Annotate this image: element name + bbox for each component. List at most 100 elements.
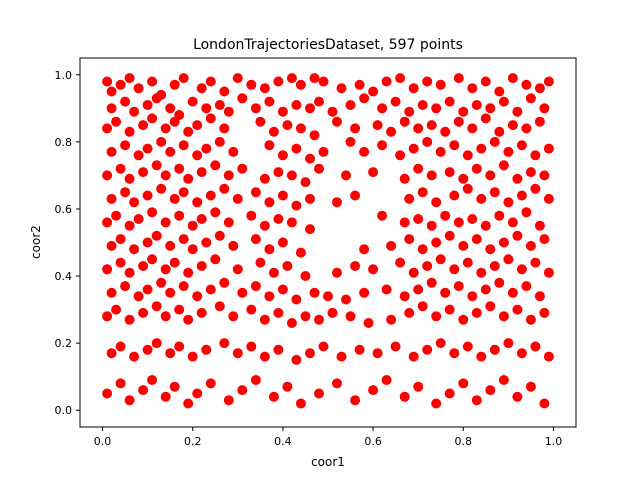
data-point <box>165 240 176 251</box>
data-point <box>543 143 554 154</box>
data-point <box>151 160 162 171</box>
data-point <box>147 113 158 124</box>
data-point <box>160 264 171 275</box>
data-point <box>422 261 433 271</box>
x-axis-label: coor1 <box>311 455 345 469</box>
data-point <box>341 170 351 181</box>
data-point <box>516 140 527 151</box>
data-point <box>408 143 419 154</box>
data-point <box>115 163 126 174</box>
data-point <box>120 96 131 107</box>
x-tick-label: 0.6 <box>364 435 382 448</box>
x-tick-label: 0.8 <box>455 435 473 448</box>
data-point <box>277 284 288 295</box>
data-point <box>381 284 392 295</box>
data-point <box>354 344 365 355</box>
data-point <box>165 146 176 157</box>
data-point <box>106 287 117 298</box>
data-point <box>413 214 424 224</box>
data-point <box>102 311 113 322</box>
data-point <box>232 348 243 359</box>
data-point <box>359 146 370 157</box>
data-point <box>282 381 293 392</box>
data-point <box>183 126 194 137</box>
data-point <box>237 287 248 298</box>
data-point <box>169 257 180 268</box>
data-point <box>138 385 149 396</box>
data-point <box>413 163 424 174</box>
data-point <box>530 341 541 352</box>
data-point <box>435 79 446 90</box>
data-point <box>485 170 496 181</box>
data-point <box>449 190 460 201</box>
data-point <box>390 341 401 352</box>
data-point <box>417 187 428 198</box>
data-point <box>232 73 243 84</box>
data-point <box>156 183 167 194</box>
data-point <box>417 244 428 255</box>
data-point <box>318 76 329 87</box>
data-point <box>106 86 117 97</box>
data-point <box>106 348 117 359</box>
data-point <box>350 123 361 134</box>
data-point <box>196 167 207 178</box>
data-point <box>187 220 198 231</box>
data-point <box>336 351 347 362</box>
data-point <box>323 291 333 302</box>
y-axis-label: coor2 <box>29 225 43 259</box>
data-point <box>295 398 306 409</box>
data-point <box>476 351 487 362</box>
data-point <box>151 93 162 104</box>
data-point <box>525 381 536 392</box>
y-tick-label: 1.0 <box>55 69 73 82</box>
data-point <box>102 388 113 399</box>
data-point <box>413 284 424 295</box>
data-point <box>124 126 135 137</box>
data-point <box>507 217 518 228</box>
data-point <box>273 76 284 87</box>
data-point <box>151 301 162 312</box>
data-point <box>286 318 297 328</box>
data-point <box>178 281 189 292</box>
data-point <box>305 224 315 235</box>
data-point <box>494 86 505 97</box>
data-point <box>359 93 370 104</box>
data-point <box>507 120 518 131</box>
data-point <box>286 73 297 84</box>
data-point <box>232 193 243 204</box>
data-point <box>115 378 126 389</box>
data-point <box>480 113 491 124</box>
data-point <box>480 220 491 231</box>
data-point <box>286 217 297 228</box>
data-point <box>264 197 275 208</box>
data-point <box>404 193 415 204</box>
data-point <box>205 378 216 389</box>
data-point <box>102 76 113 87</box>
data-point <box>530 257 541 268</box>
data-point <box>458 106 469 117</box>
data-point <box>305 103 315 114</box>
data-point <box>530 150 541 161</box>
x-tick-label: 1.0 <box>545 435 563 448</box>
data-point <box>210 254 221 265</box>
data-point <box>498 237 509 248</box>
data-point <box>138 167 149 178</box>
data-point <box>169 116 180 127</box>
data-point <box>435 338 446 349</box>
data-point <box>467 123 478 134</box>
data-point <box>205 76 216 87</box>
data-point <box>372 120 383 131</box>
data-point <box>485 103 496 114</box>
data-point <box>174 304 185 315</box>
y-tick-label: 0.4 <box>55 270 73 283</box>
data-point <box>489 187 500 198</box>
data-point <box>102 123 113 134</box>
data-point <box>106 146 117 157</box>
data-point <box>440 287 451 298</box>
data-point <box>507 287 518 298</box>
data-point <box>160 391 171 402</box>
data-point <box>332 267 342 278</box>
y-tick-label: 0.2 <box>55 337 73 350</box>
data-point <box>174 210 185 221</box>
data-point <box>147 76 158 87</box>
